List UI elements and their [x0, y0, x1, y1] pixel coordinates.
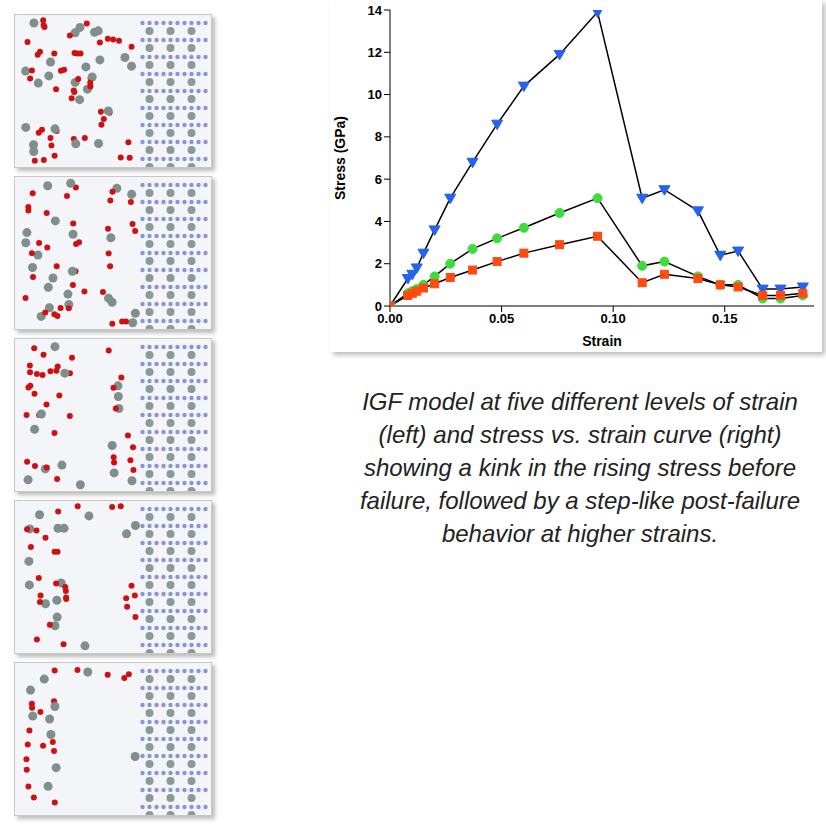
svg-text:0: 0 [375, 299, 382, 314]
svg-text:12: 12 [368, 45, 382, 60]
html-text:IGF model at five different le: IGF model at five different levels of st… [359, 388, 801, 547]
svg-text:10: 10 [368, 87, 382, 102]
svg-text:2: 2 [375, 256, 382, 271]
svg-text:4: 4 [375, 214, 383, 229]
svg-text:0.10: 0.10 [601, 311, 626, 326]
svg-text:Strain: Strain [582, 333, 622, 349]
svg-text:6: 6 [375, 172, 382, 187]
svg-text:8: 8 [375, 129, 382, 144]
svg-text:14: 14 [368, 3, 383, 18]
svg-text:0.05: 0.05 [489, 311, 514, 326]
svg-text:0.15: 0.15 [712, 311, 737, 326]
svg-text:0.00: 0.00 [377, 311, 403, 327]
svg-text:Stress (GPa): Stress (GPa) [332, 116, 348, 200]
